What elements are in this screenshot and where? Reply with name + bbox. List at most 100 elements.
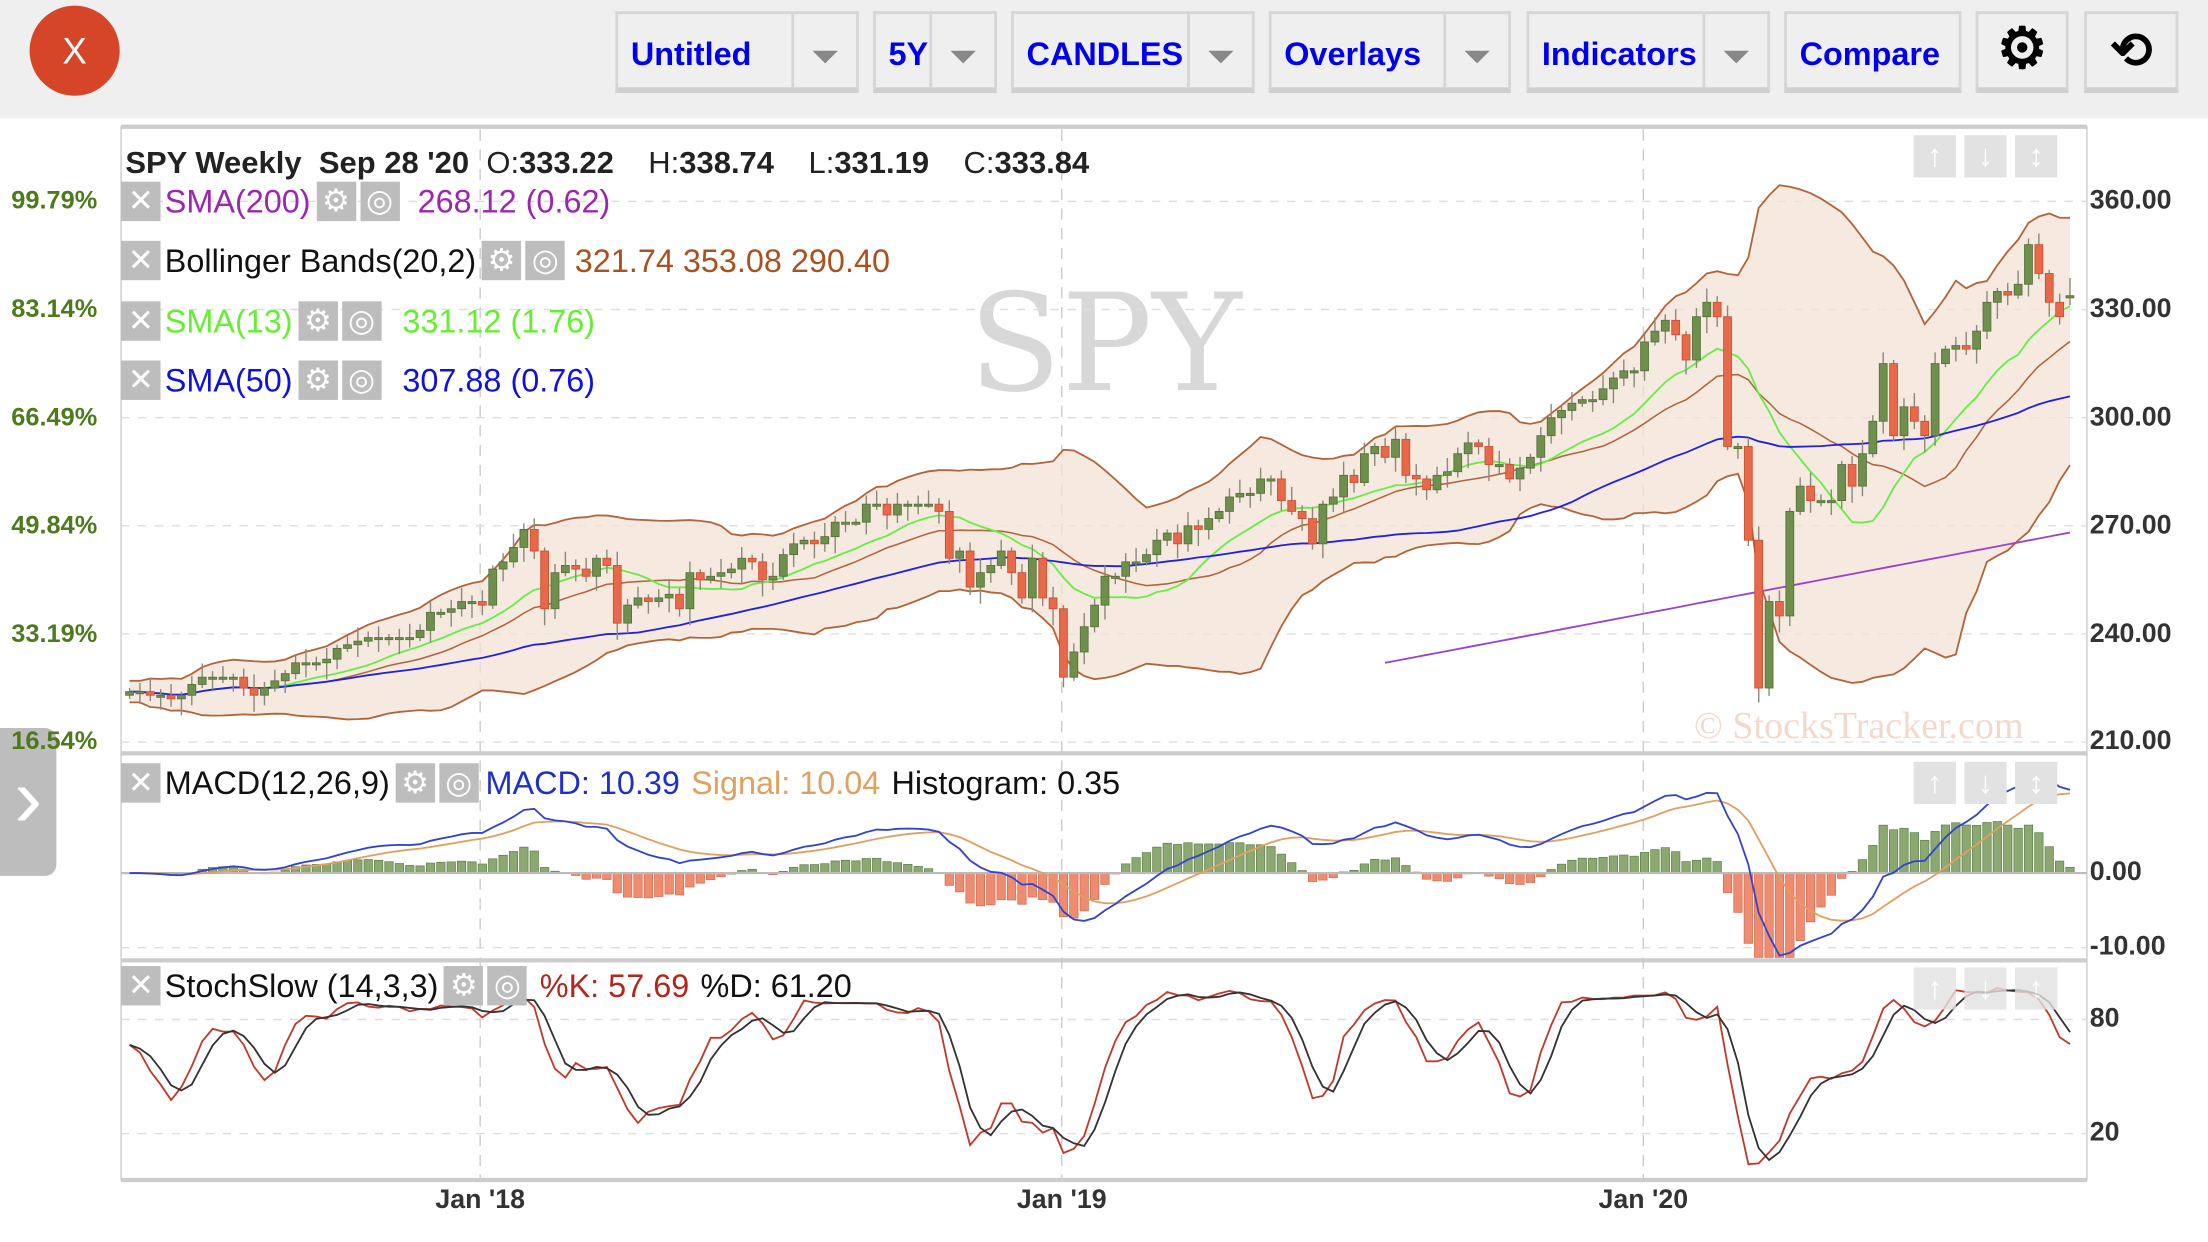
macd-histogram-bar (1390, 857, 1401, 874)
macd-histogram-bar (851, 860, 861, 874)
macd-histogram-bar (1754, 872, 1764, 958)
candle (1847, 464, 1857, 487)
move-up-button[interactable]: ↑ (1913, 761, 1956, 805)
gear-icon[interactable]: ⚙ (395, 763, 435, 803)
macd-histogram-bar (840, 859, 851, 874)
candle (1027, 557, 1037, 599)
remove-icon[interactable]: ✕ (121, 965, 161, 1006)
chart-name-dropdown[interactable]: Untitled (615, 11, 859, 93)
chevron-down-icon[interactable] (791, 14, 856, 88)
gear-icon[interactable]: ⚙ (298, 301, 338, 341)
settings-button[interactable]: ⚙ (1975, 11, 2069, 93)
macd-histogram-bar (799, 864, 809, 874)
macd-histogram-bar (342, 860, 353, 874)
close-button[interactable]: X (29, 5, 120, 96)
close-label: C: (963, 145, 995, 181)
candle (457, 601, 466, 610)
candle (1816, 500, 1826, 504)
candle (529, 528, 539, 552)
macd-histogram-bar (374, 859, 384, 874)
macd-signal-line (129, 792, 2071, 922)
chart-type-dropdown[interactable]: CANDLES (1011, 11, 1255, 93)
overlay-legend-bollinger: ✕ Bollinger Bands(20,2) ⚙ ◎ 321.74 353.08 … (121, 240, 890, 281)
macd-histogram-bar (1598, 856, 1608, 874)
remove-icon[interactable]: ✕ (121, 301, 161, 341)
remove-icon[interactable]: ✕ (121, 360, 161, 400)
candle (934, 503, 944, 512)
visibility-icon[interactable]: ◎ (439, 763, 479, 803)
candle (644, 597, 653, 602)
chevron-down-icon[interactable] (929, 14, 994, 88)
gear-icon[interactable]: ⚙ (481, 240, 522, 281)
candle (1795, 485, 1805, 512)
macd-histogram-bar (1982, 822, 1992, 874)
gear-icon[interactable]: ⚙ (298, 360, 338, 400)
candle (1837, 464, 1847, 501)
compare-button[interactable]: Compare (1784, 11, 1962, 93)
candle (1422, 478, 1432, 491)
macd-histogram-bar (633, 872, 643, 898)
maximize-button[interactable]: ↕ (2015, 135, 2058, 178)
candle (1370, 446, 1380, 455)
remove-icon[interactable]: ✕ (121, 240, 161, 281)
macd-histogram-bar (457, 860, 467, 874)
chevron-down-icon[interactable] (1443, 14, 1508, 88)
maximize-button[interactable]: ↕ (2015, 761, 2058, 805)
move-up-button[interactable]: ↑ (1913, 967, 1956, 1010)
macd-histogram-bar (1131, 857, 1141, 874)
move-down-button[interactable]: ↓ (1964, 761, 2007, 805)
candle (612, 565, 622, 624)
overlay-name: SMA(50) (164, 361, 293, 398)
visibility-icon[interactable]: ◎ (487, 965, 528, 1006)
move-down-button[interactable]: ↓ (1964, 135, 2007, 178)
gear-icon[interactable]: ⚙ (444, 965, 484, 1006)
visibility-icon[interactable]: ◎ (359, 181, 400, 222)
chevron-down-icon[interactable] (1702, 14, 1767, 88)
candle (1183, 525, 1193, 545)
macd-histogram-bar (1795, 872, 1805, 941)
candle (592, 557, 601, 577)
candle (654, 597, 664, 602)
candle (1214, 510, 1224, 520)
candle (1743, 446, 1753, 541)
histogram-value: Histogram: 0.35 (891, 763, 1121, 801)
macd-histogram-bar (861, 858, 871, 874)
percent-tick: 16.54% (11, 726, 98, 755)
overlays-dropdown[interactable]: Overlays (1268, 11, 1511, 93)
candle (311, 662, 321, 666)
move-down-button[interactable]: ↓ (1964, 967, 2007, 1010)
candle (1225, 496, 1234, 512)
macd-histogram-bar (1722, 872, 1733, 894)
stoch-tick: 20 (2089, 1118, 2120, 1148)
candle (1806, 485, 1815, 501)
remove-icon[interactable]: ✕ (121, 763, 161, 803)
remove-icon[interactable]: ✕ (121, 181, 161, 222)
period-dropdown[interactable]: 5Y (873, 11, 997, 93)
stoch-d-line (129, 989, 2071, 1162)
visibility-icon[interactable]: ◎ (341, 360, 382, 400)
visibility-icon[interactable]: ◎ (525, 240, 565, 281)
candle (374, 637, 383, 641)
side-panel-toggle[interactable]: › (0, 728, 57, 876)
high-value: 338.74 (679, 145, 775, 181)
chevron-down-icon[interactable] (1187, 14, 1252, 88)
percent-tick: 99.79% (11, 185, 98, 215)
macd-histogram-bar (436, 861, 446, 874)
macd-histogram-bar (1432, 872, 1442, 882)
move-up-button[interactable]: ↑ (1913, 135, 1956, 178)
candle (1038, 557, 1048, 599)
macd-histogram-bar (508, 851, 519, 874)
candle (1681, 334, 1691, 361)
indicators-dropdown[interactable]: Indicators (1526, 11, 1771, 93)
symbol-title: SPY Weekly (125, 145, 302, 181)
candle (2024, 244, 2033, 285)
visibility-icon[interactable]: ◎ (341, 301, 382, 341)
candle (789, 543, 799, 556)
reset-button[interactable]: ⟲ (2084, 11, 2179, 93)
gear-icon[interactable]: ⚙ (316, 181, 356, 222)
candle (1411, 474, 1421, 480)
maximize-button[interactable]: ↕ (2015, 967, 2058, 1010)
candle (228, 676, 238, 680)
candle (1193, 525, 1203, 530)
